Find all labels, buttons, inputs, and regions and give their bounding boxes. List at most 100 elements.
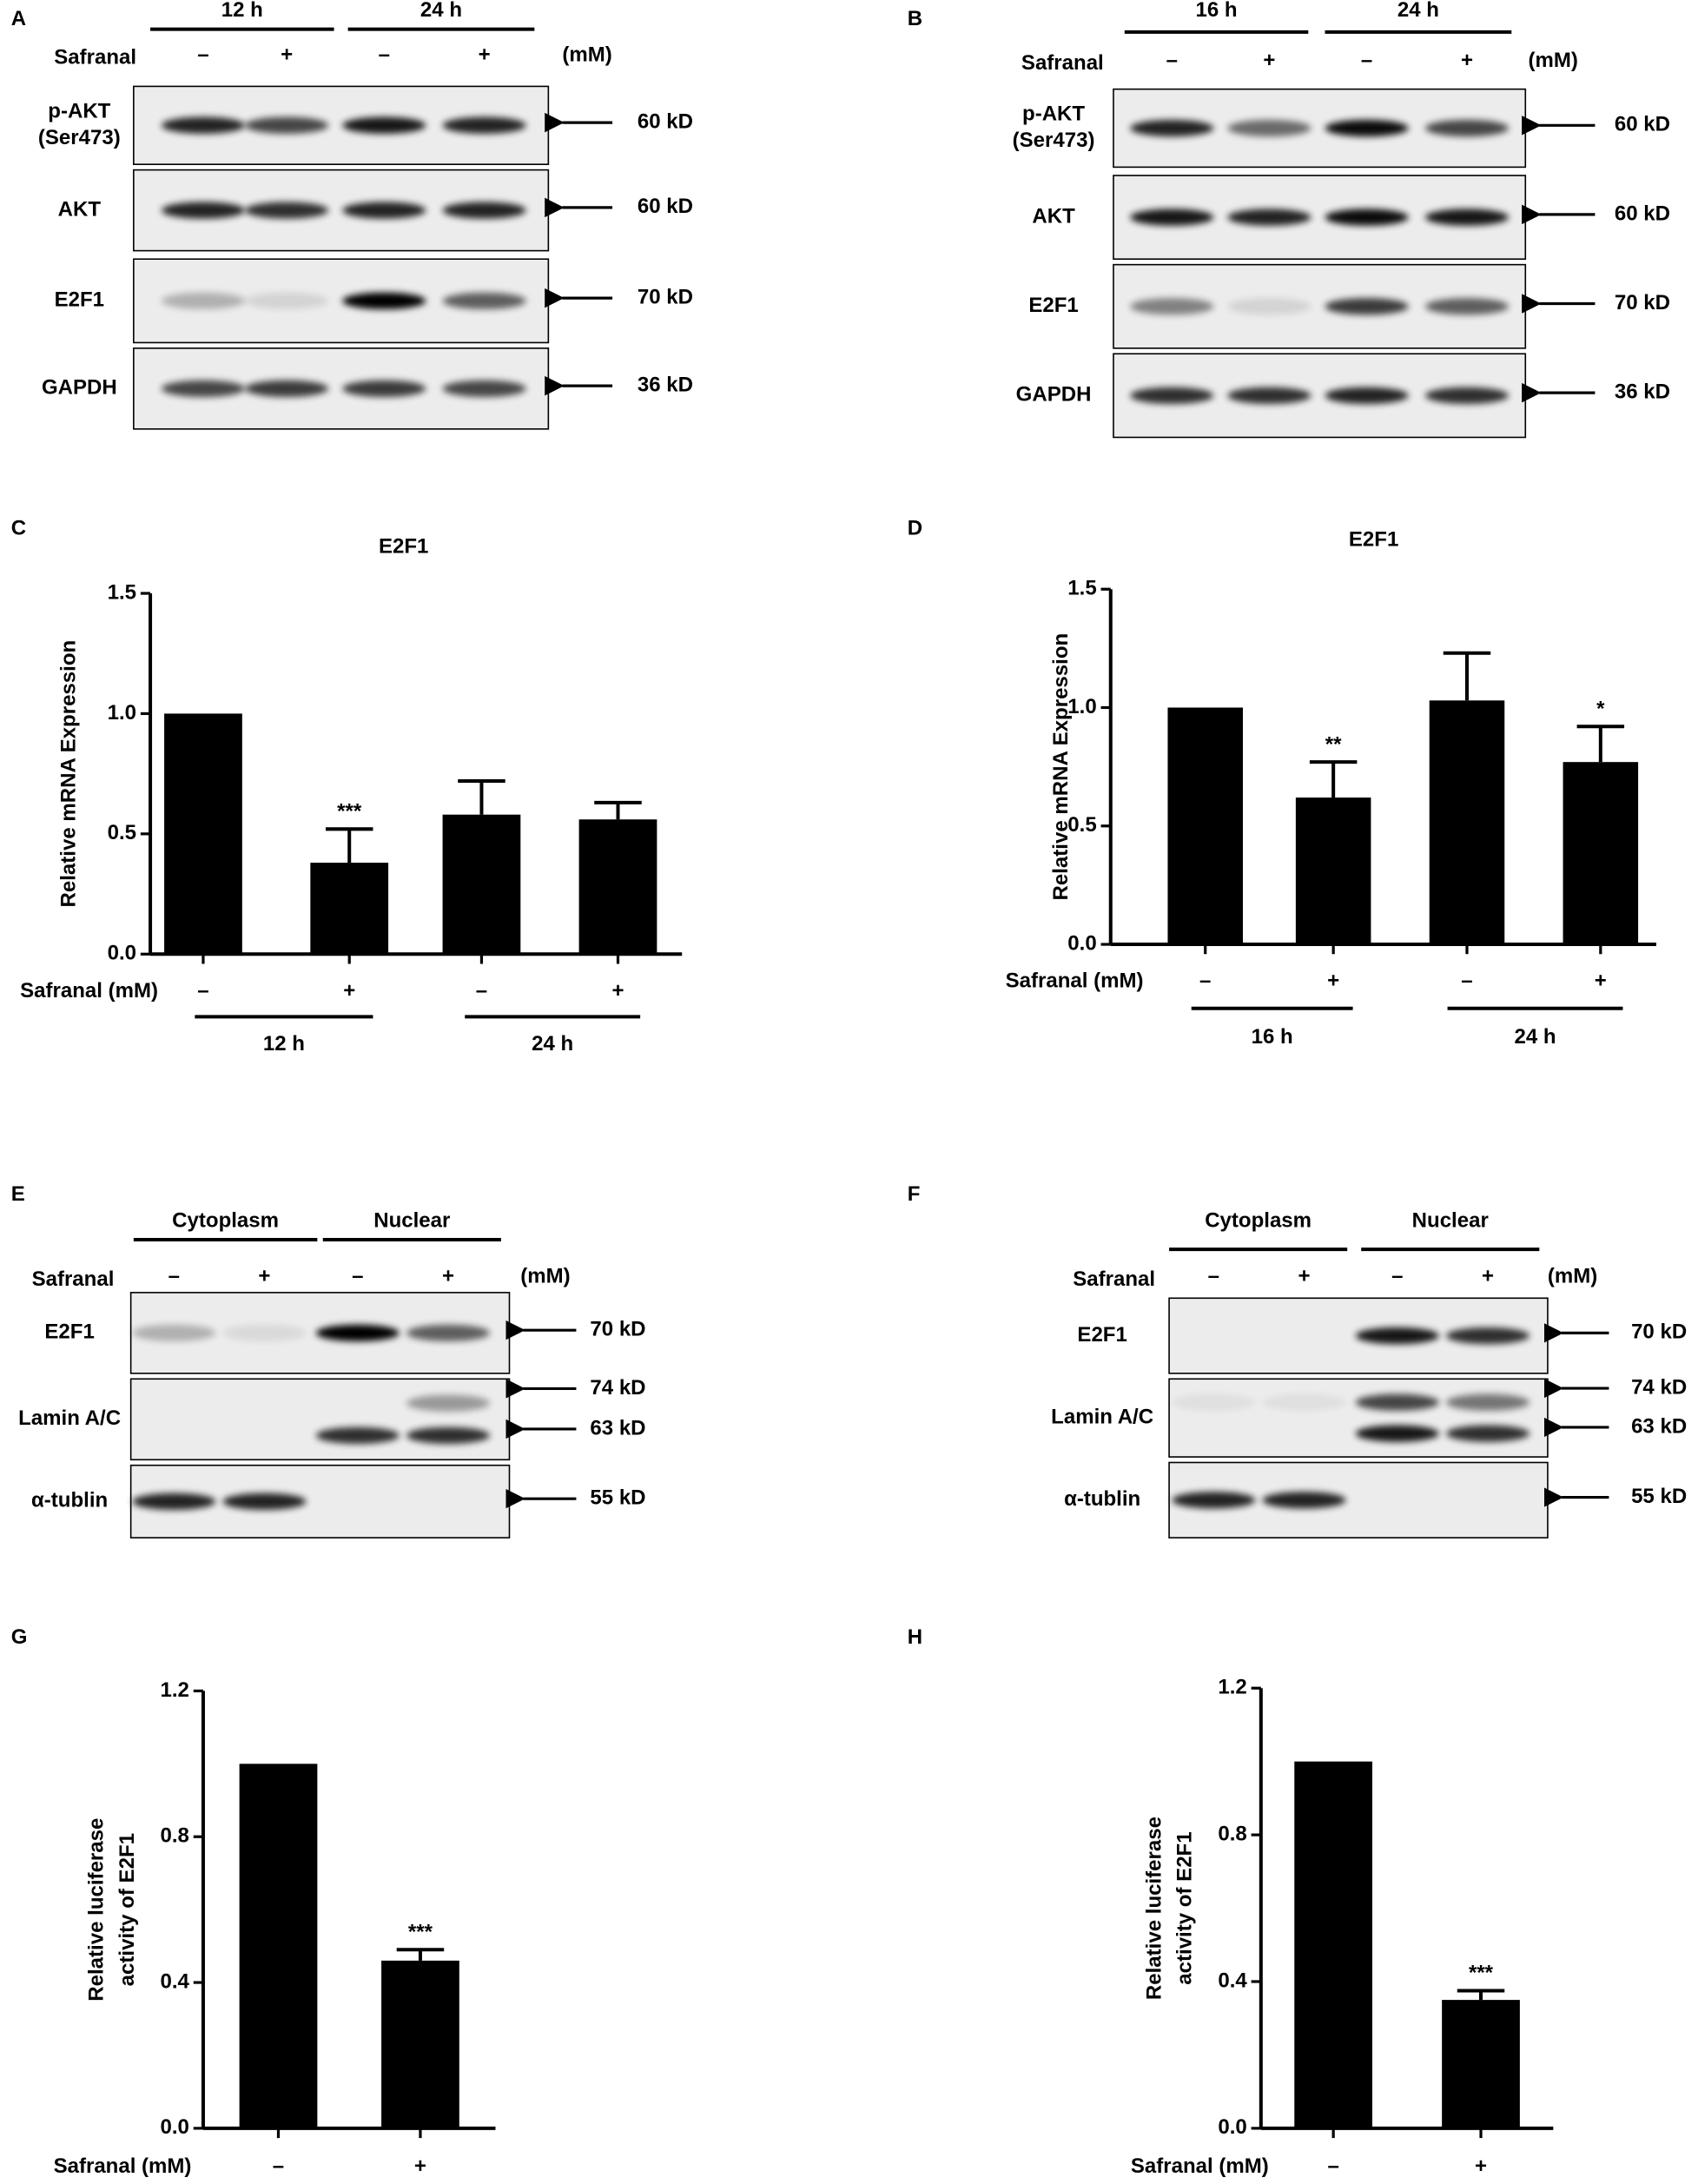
x-tick-label: – (1327, 2154, 1338, 2178)
bar (1442, 2000, 1520, 2128)
band (132, 1324, 216, 1341)
panel-letter: D (908, 517, 922, 540)
band (315, 1324, 400, 1341)
lane-label: – (1391, 1265, 1403, 1288)
chart-title: E2F1 (1349, 527, 1398, 551)
band (1172, 1393, 1256, 1411)
band (245, 292, 329, 309)
lane-label: – (1166, 49, 1178, 72)
lane-label: + (442, 1265, 454, 1288)
lane-label: + (258, 1265, 270, 1288)
band (442, 292, 526, 309)
panel-letter: E (11, 1182, 25, 1206)
treatment-label: Safranal (1021, 51, 1104, 75)
y-tick-label: 0.8 (161, 1824, 189, 1848)
band (406, 1426, 491, 1444)
band (222, 1492, 307, 1510)
y-tick-label: 0.0 (161, 2115, 189, 2139)
band (1445, 1425, 1530, 1442)
significance: *** (1469, 1962, 1494, 1985)
bar (1429, 700, 1505, 945)
size-label: 70 kD (590, 1318, 645, 1341)
bar (1295, 797, 1371, 945)
band (442, 380, 526, 397)
bar (310, 863, 389, 955)
y-tick-label: 1.0 (1067, 695, 1096, 718)
treatment-label: Safranal (1073, 1267, 1155, 1291)
band (1130, 387, 1214, 404)
row-label: α-tublin (1064, 1487, 1140, 1511)
x-tick-label: + (611, 979, 624, 1003)
band (161, 116, 246, 134)
band (1227, 208, 1311, 226)
band (1355, 1425, 1439, 1442)
band (442, 116, 526, 134)
group-label: Cytoplasm (172, 1208, 279, 1232)
band (406, 1324, 491, 1341)
band (1445, 1327, 1530, 1345)
unit-label: (mM) (1548, 1265, 1597, 1288)
panel-letter: C (11, 517, 26, 540)
band (342, 202, 426, 219)
group-label: Nuclear (1412, 1208, 1489, 1232)
size-label: 60 kD (1615, 113, 1670, 136)
y-tick-label: 0.4 (161, 1969, 190, 1993)
significance: ** (1325, 732, 1342, 756)
y-tick-label: 0.0 (1067, 931, 1096, 955)
y-tick-label: 0.5 (1067, 813, 1096, 837)
band (1355, 1393, 1439, 1411)
band (1445, 1393, 1530, 1411)
band (161, 292, 246, 309)
panel-letter: F (908, 1182, 921, 1206)
bar (381, 1960, 459, 2128)
panel-letter: H (908, 1625, 922, 1649)
size-label: 70 kD (638, 285, 693, 308)
row-label: α-tublin (31, 1489, 108, 1512)
group-label: 24 h (1397, 0, 1439, 22)
band (1424, 119, 1510, 137)
lane-label: – (168, 1265, 180, 1288)
x-tick-label: – (273, 2154, 284, 2178)
size-label: 36 kD (638, 373, 693, 396)
size-label: 60 kD (638, 109, 693, 133)
band (442, 202, 526, 219)
lane-label: + (1461, 49, 1473, 72)
band (1325, 119, 1409, 137)
lane-label: – (352, 1265, 363, 1288)
group-label: 24 h (420, 0, 462, 22)
lane-label: – (379, 43, 390, 66)
band (222, 1324, 307, 1341)
size-label: 60 kD (1615, 202, 1670, 225)
y-tick-label: 0.4 (1218, 1969, 1247, 1992)
y-tick-label: 0.0 (108, 942, 136, 965)
x-axis-label: Safranal (mM) (1006, 970, 1144, 993)
lane-label: – (1208, 1265, 1219, 1288)
band (1424, 298, 1510, 315)
row-label: E2F1 (44, 1320, 94, 1344)
y-axis-label: activity of E2F1 (116, 1833, 139, 1986)
row-label: (Ser473) (1013, 129, 1095, 152)
y-tick-label: 0.0 (1218, 2115, 1246, 2139)
treatment-label: Safranal (32, 1267, 115, 1291)
bar (1167, 707, 1243, 945)
size-label: 55 kD (1631, 1485, 1687, 1508)
row-label: p-AKT (1022, 103, 1085, 126)
band (245, 202, 329, 219)
x-tick-label: + (1327, 970, 1339, 993)
size-label: 36 kD (1615, 380, 1670, 403)
y-tick-label: 0.5 (108, 821, 136, 844)
band (161, 202, 246, 219)
size-label: 63 kD (1631, 1414, 1687, 1438)
y-axis-label: Relative mRNA Expression (1049, 633, 1073, 901)
band (315, 1426, 400, 1444)
band (1130, 119, 1214, 137)
band (1130, 298, 1214, 315)
unit-label: (mM) (562, 43, 611, 66)
group-label: 12 h (221, 0, 263, 22)
band (1325, 298, 1409, 315)
unit-label: (mM) (520, 1265, 570, 1288)
lane-label: + (1263, 49, 1275, 72)
band (1172, 1492, 1256, 1509)
row-label: GAPDH (1016, 383, 1092, 407)
